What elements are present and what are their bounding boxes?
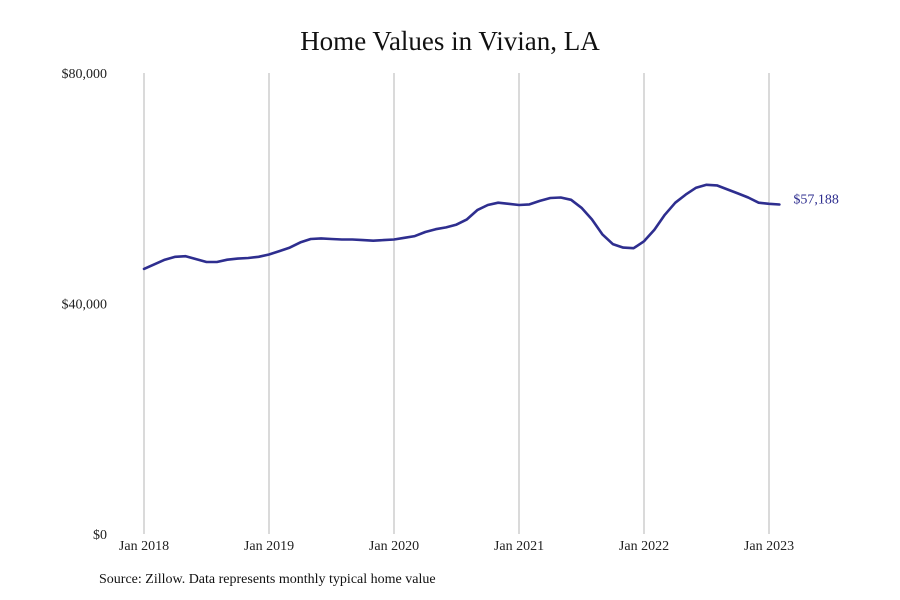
x-tick-label: Jan 2020 <box>369 539 419 554</box>
x-tick-label: Jan 2019 <box>244 539 294 554</box>
end-value-label: $57,188 <box>793 192 839 207</box>
series-line <box>142 183 781 271</box>
y-tick-label: $40,000 <box>62 298 108 313</box>
x-tick-label: Jan 2021 <box>494 539 544 554</box>
x-tick-label: Jan 2018 <box>119 539 169 554</box>
source-note: Source: Zillow. Data represents monthly … <box>99 572 436 587</box>
gridlines <box>143 73 770 534</box>
y-tick-label: $0 <box>93 528 107 543</box>
y-tick-label: $80,000 <box>62 67 108 82</box>
x-tick-label: Jan 2023 <box>744 539 794 554</box>
x-tick-label: Jan 2022 <box>619 539 669 554</box>
y-axis-ticks: $0 $40,000 $80,000 <box>62 67 108 543</box>
x-axis-ticks: Jan 2018 Jan 2019 Jan 2020 Jan 2021 Jan 2022… <box>119 539 794 554</box>
chart-title: Home Values in Vivian, LA <box>300 26 600 56</box>
